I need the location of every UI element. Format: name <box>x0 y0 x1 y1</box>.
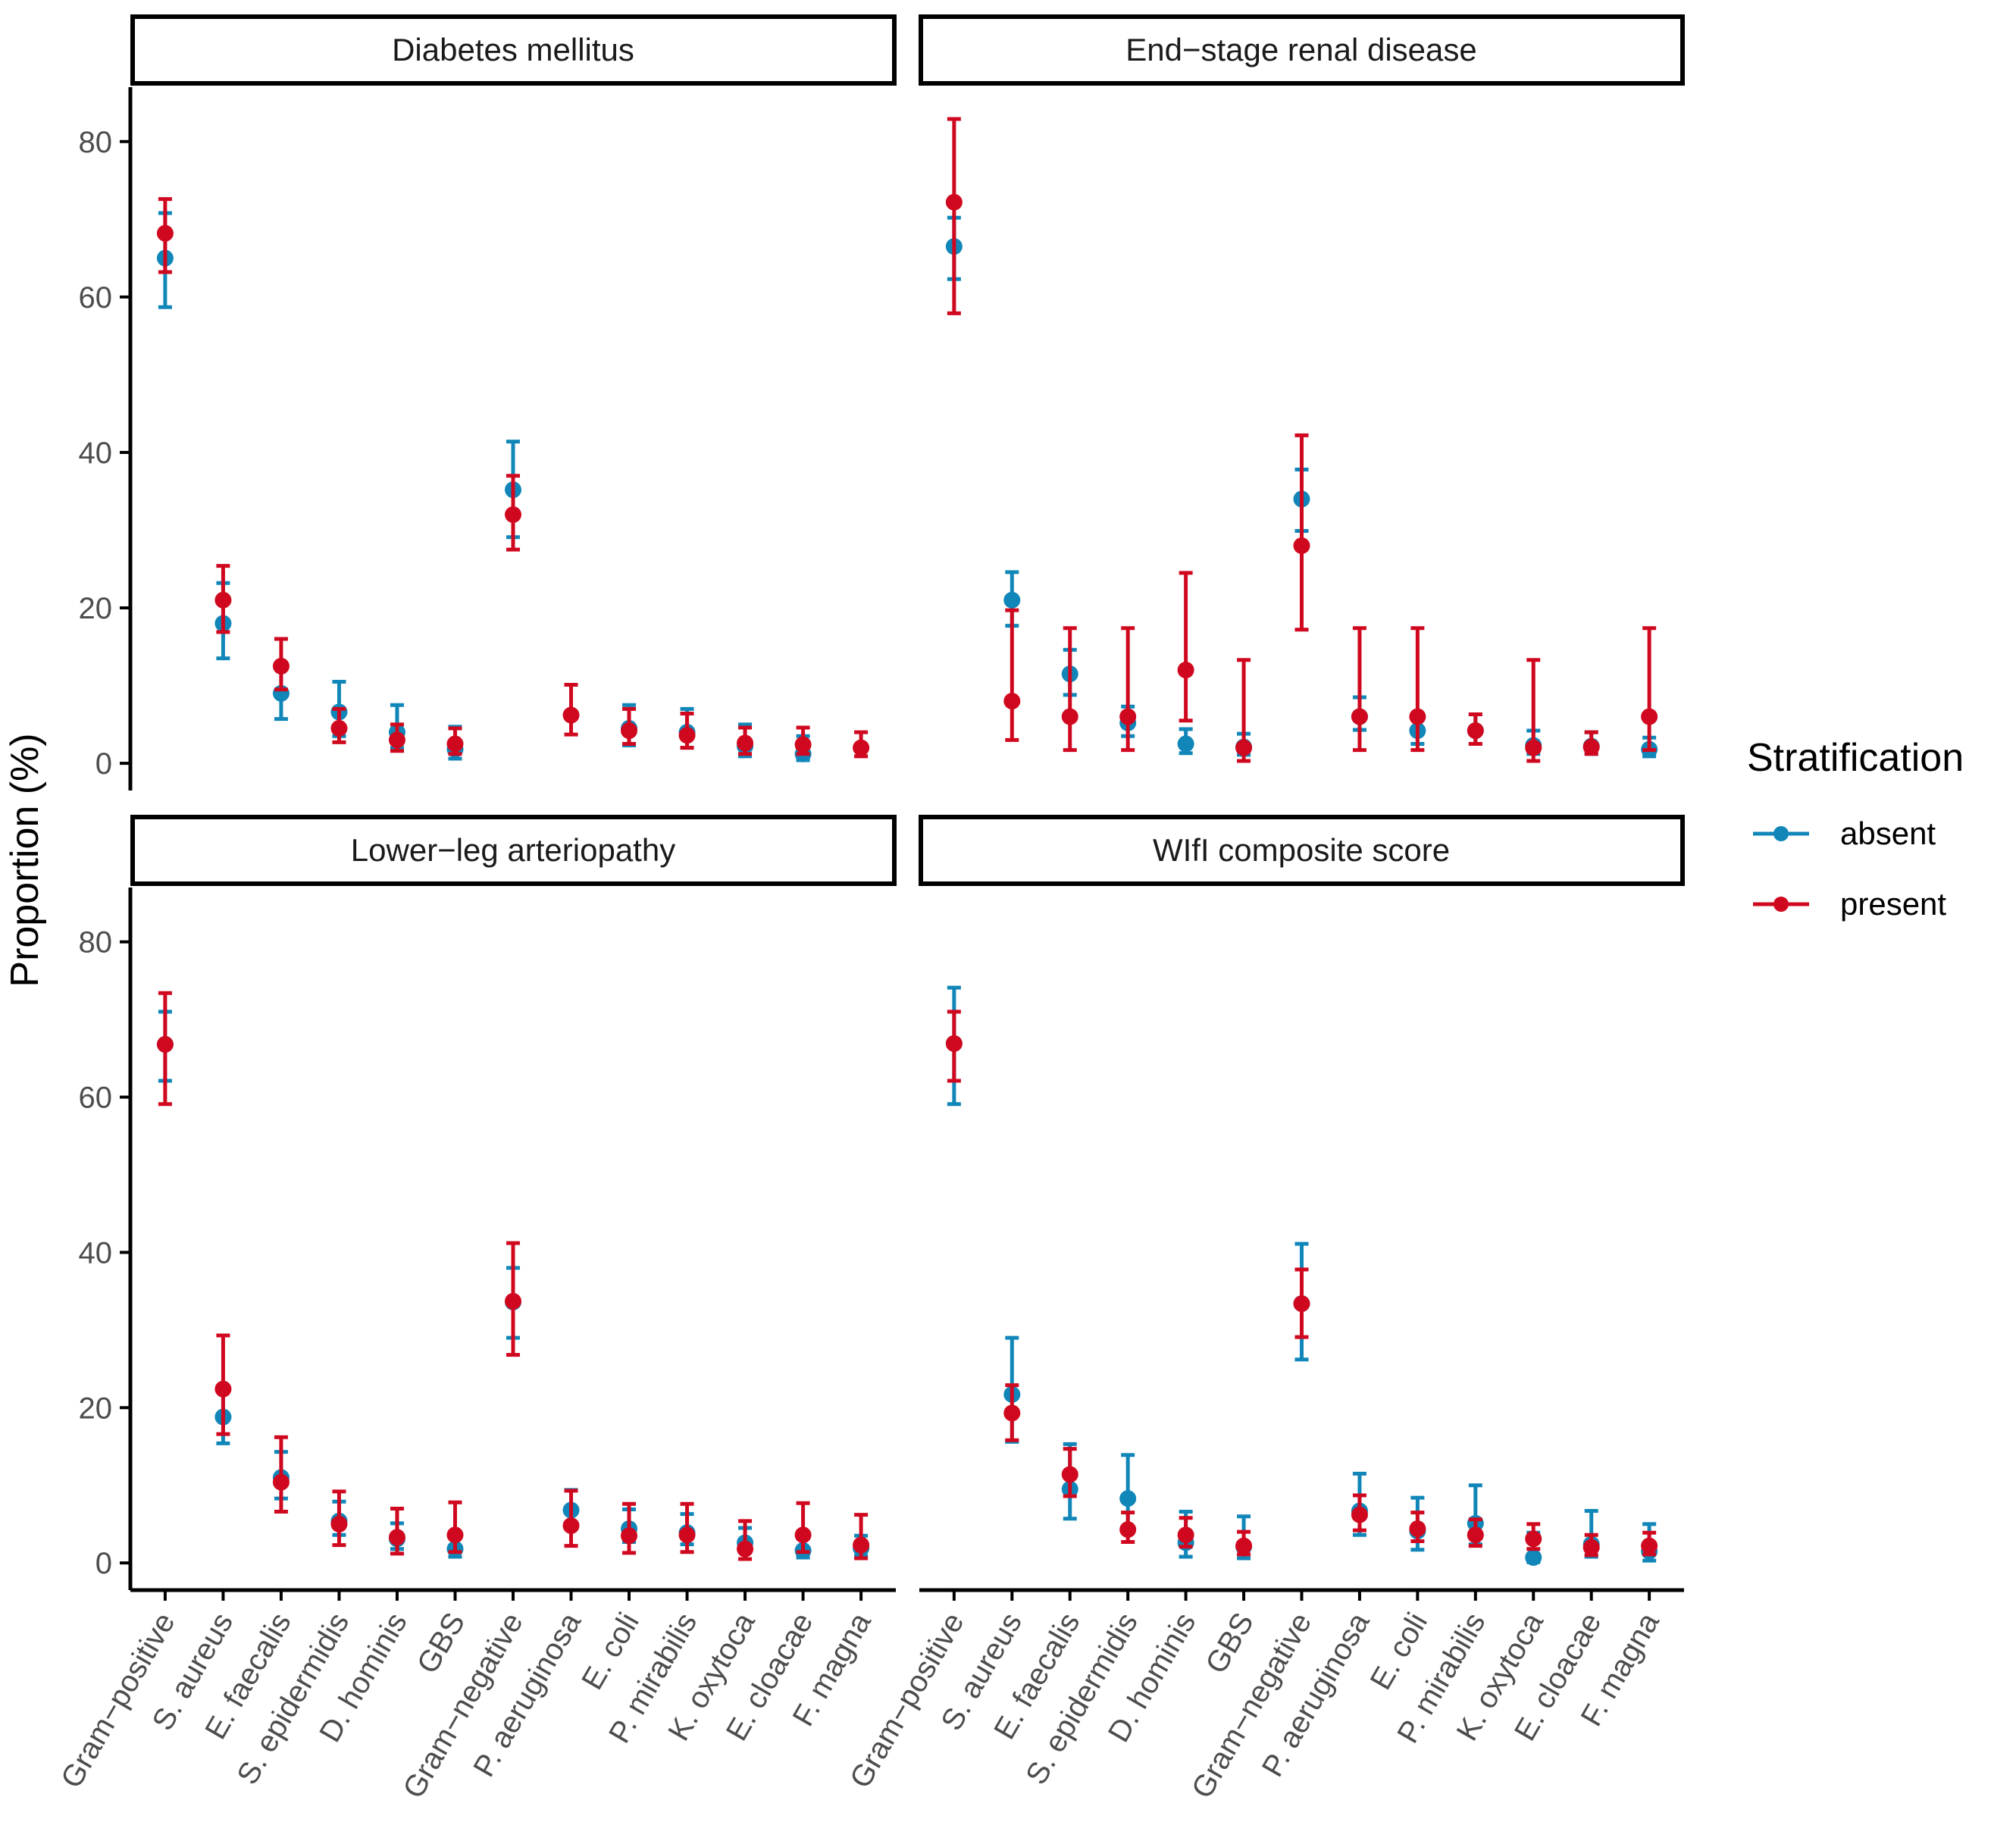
point-present <box>330 1515 348 1532</box>
y-axis-title: Proportion (%) <box>3 733 47 987</box>
point-absent <box>1177 735 1194 753</box>
point-present <box>214 1380 232 1398</box>
point-present <box>1177 1526 1194 1544</box>
legend-title: Stratification <box>1747 736 1964 780</box>
point-present <box>272 657 290 675</box>
point-present <box>1119 708 1137 725</box>
point-present <box>562 706 580 724</box>
facet-title-1: Diabetes mellitus <box>392 32 634 67</box>
point-present <box>1525 1530 1542 1548</box>
y-tick-label: 40 <box>79 1236 113 1270</box>
y-tick-label: 60 <box>79 1082 113 1115</box>
errorbar-present <box>1005 608 1019 742</box>
facet-panel-3 <box>156 991 870 1561</box>
point-absent <box>1119 1490 1137 1507</box>
legend-label-present: present <box>1840 886 1946 922</box>
point-present <box>1293 1295 1310 1313</box>
y-tick-label: 40 <box>79 437 113 470</box>
point-present <box>156 1035 174 1053</box>
facet-title-3: Lower−leg arteriopathy <box>351 832 675 868</box>
y-tick-label: 80 <box>79 926 113 960</box>
errorbar-present <box>1410 626 1425 753</box>
point-present <box>446 735 464 753</box>
point-present <box>1409 1520 1426 1538</box>
facet-title-4: WIfI composite score <box>1153 832 1450 868</box>
legend-label-absent: absent <box>1840 816 1936 851</box>
point-present <box>446 1526 464 1544</box>
point-present <box>330 719 348 737</box>
errorbar-present <box>1352 626 1366 753</box>
y-tick-label: 0 <box>95 1547 112 1580</box>
point-present <box>1351 1506 1368 1523</box>
facet-strip-4: WIfI composite score <box>919 815 1685 886</box>
point-present <box>272 1473 290 1491</box>
errorbar-present <box>1294 433 1309 632</box>
point-present <box>1351 708 1368 725</box>
facet-strip-3: Lower−leg arteriopathy <box>130 815 897 886</box>
y-tick-label: 60 <box>79 281 113 315</box>
point-present <box>737 734 754 752</box>
point-present <box>505 1292 521 1310</box>
point-present <box>1293 537 1310 554</box>
legend: Stratification absent present <box>1747 736 1964 922</box>
point-present <box>562 1517 580 1534</box>
y-tick-label: 80 <box>79 126 113 159</box>
point-present <box>945 193 963 211</box>
point-present <box>794 736 812 753</box>
point-present <box>1061 1466 1078 1483</box>
facet-title-2: End−stage renal disease <box>1125 32 1477 67</box>
point-present <box>1582 738 1600 756</box>
y-ticks-bottom: 0 20 40 60 80 <box>79 926 130 1580</box>
point-present <box>1119 1521 1137 1539</box>
facet-panel-4 <box>945 985 1658 1566</box>
point-present <box>1467 1526 1484 1544</box>
point-present <box>853 739 870 756</box>
point-present <box>214 591 232 609</box>
errorbar-present <box>1121 626 1135 753</box>
facet-panel-1 <box>156 197 870 762</box>
y-tick-label: 20 <box>79 1392 113 1425</box>
y-tick-label: 20 <box>79 592 113 625</box>
point-present <box>1061 708 1078 725</box>
point-present <box>1235 1537 1253 1554</box>
facet-strip-1: Diabetes mellitus <box>130 14 897 86</box>
point-present <box>853 1536 870 1554</box>
point-present <box>678 727 696 744</box>
errorbar-present <box>1179 571 1193 723</box>
point-present <box>388 731 405 749</box>
point-present <box>156 224 174 242</box>
point-present <box>1582 1539 1600 1556</box>
facet-panel-2 <box>945 117 1658 763</box>
data-marks <box>156 117 1658 1566</box>
y-tick-label: 0 <box>95 747 112 781</box>
point-present <box>1003 1404 1021 1422</box>
point-present <box>945 1035 963 1052</box>
point-present <box>1177 662 1194 679</box>
point-present <box>1467 722 1484 740</box>
point-present <box>1409 708 1426 725</box>
point-present <box>678 1526 696 1544</box>
legend-key-present <box>1753 897 1809 912</box>
point-absent <box>1525 1548 1542 1566</box>
y-ticks-top: 0 20 40 60 80 <box>79 126 130 781</box>
errorbar-present <box>1642 626 1657 753</box>
point-present <box>1641 1537 1658 1554</box>
point-present <box>794 1526 812 1544</box>
errorbar-present <box>947 117 961 315</box>
point-absent <box>1003 591 1021 609</box>
point-present <box>1525 739 1542 756</box>
point-present <box>621 722 638 740</box>
point-present <box>1235 739 1253 756</box>
point-present <box>621 1527 638 1545</box>
point-present <box>505 506 521 523</box>
point-present <box>1003 693 1021 710</box>
point-present <box>388 1529 405 1546</box>
facet-strip-2: End−stage renal disease <box>919 14 1685 86</box>
point-present <box>1641 708 1658 725</box>
point-present <box>737 1540 754 1558</box>
legend-key-absent <box>1753 826 1809 841</box>
errorbar-present <box>1063 626 1077 753</box>
